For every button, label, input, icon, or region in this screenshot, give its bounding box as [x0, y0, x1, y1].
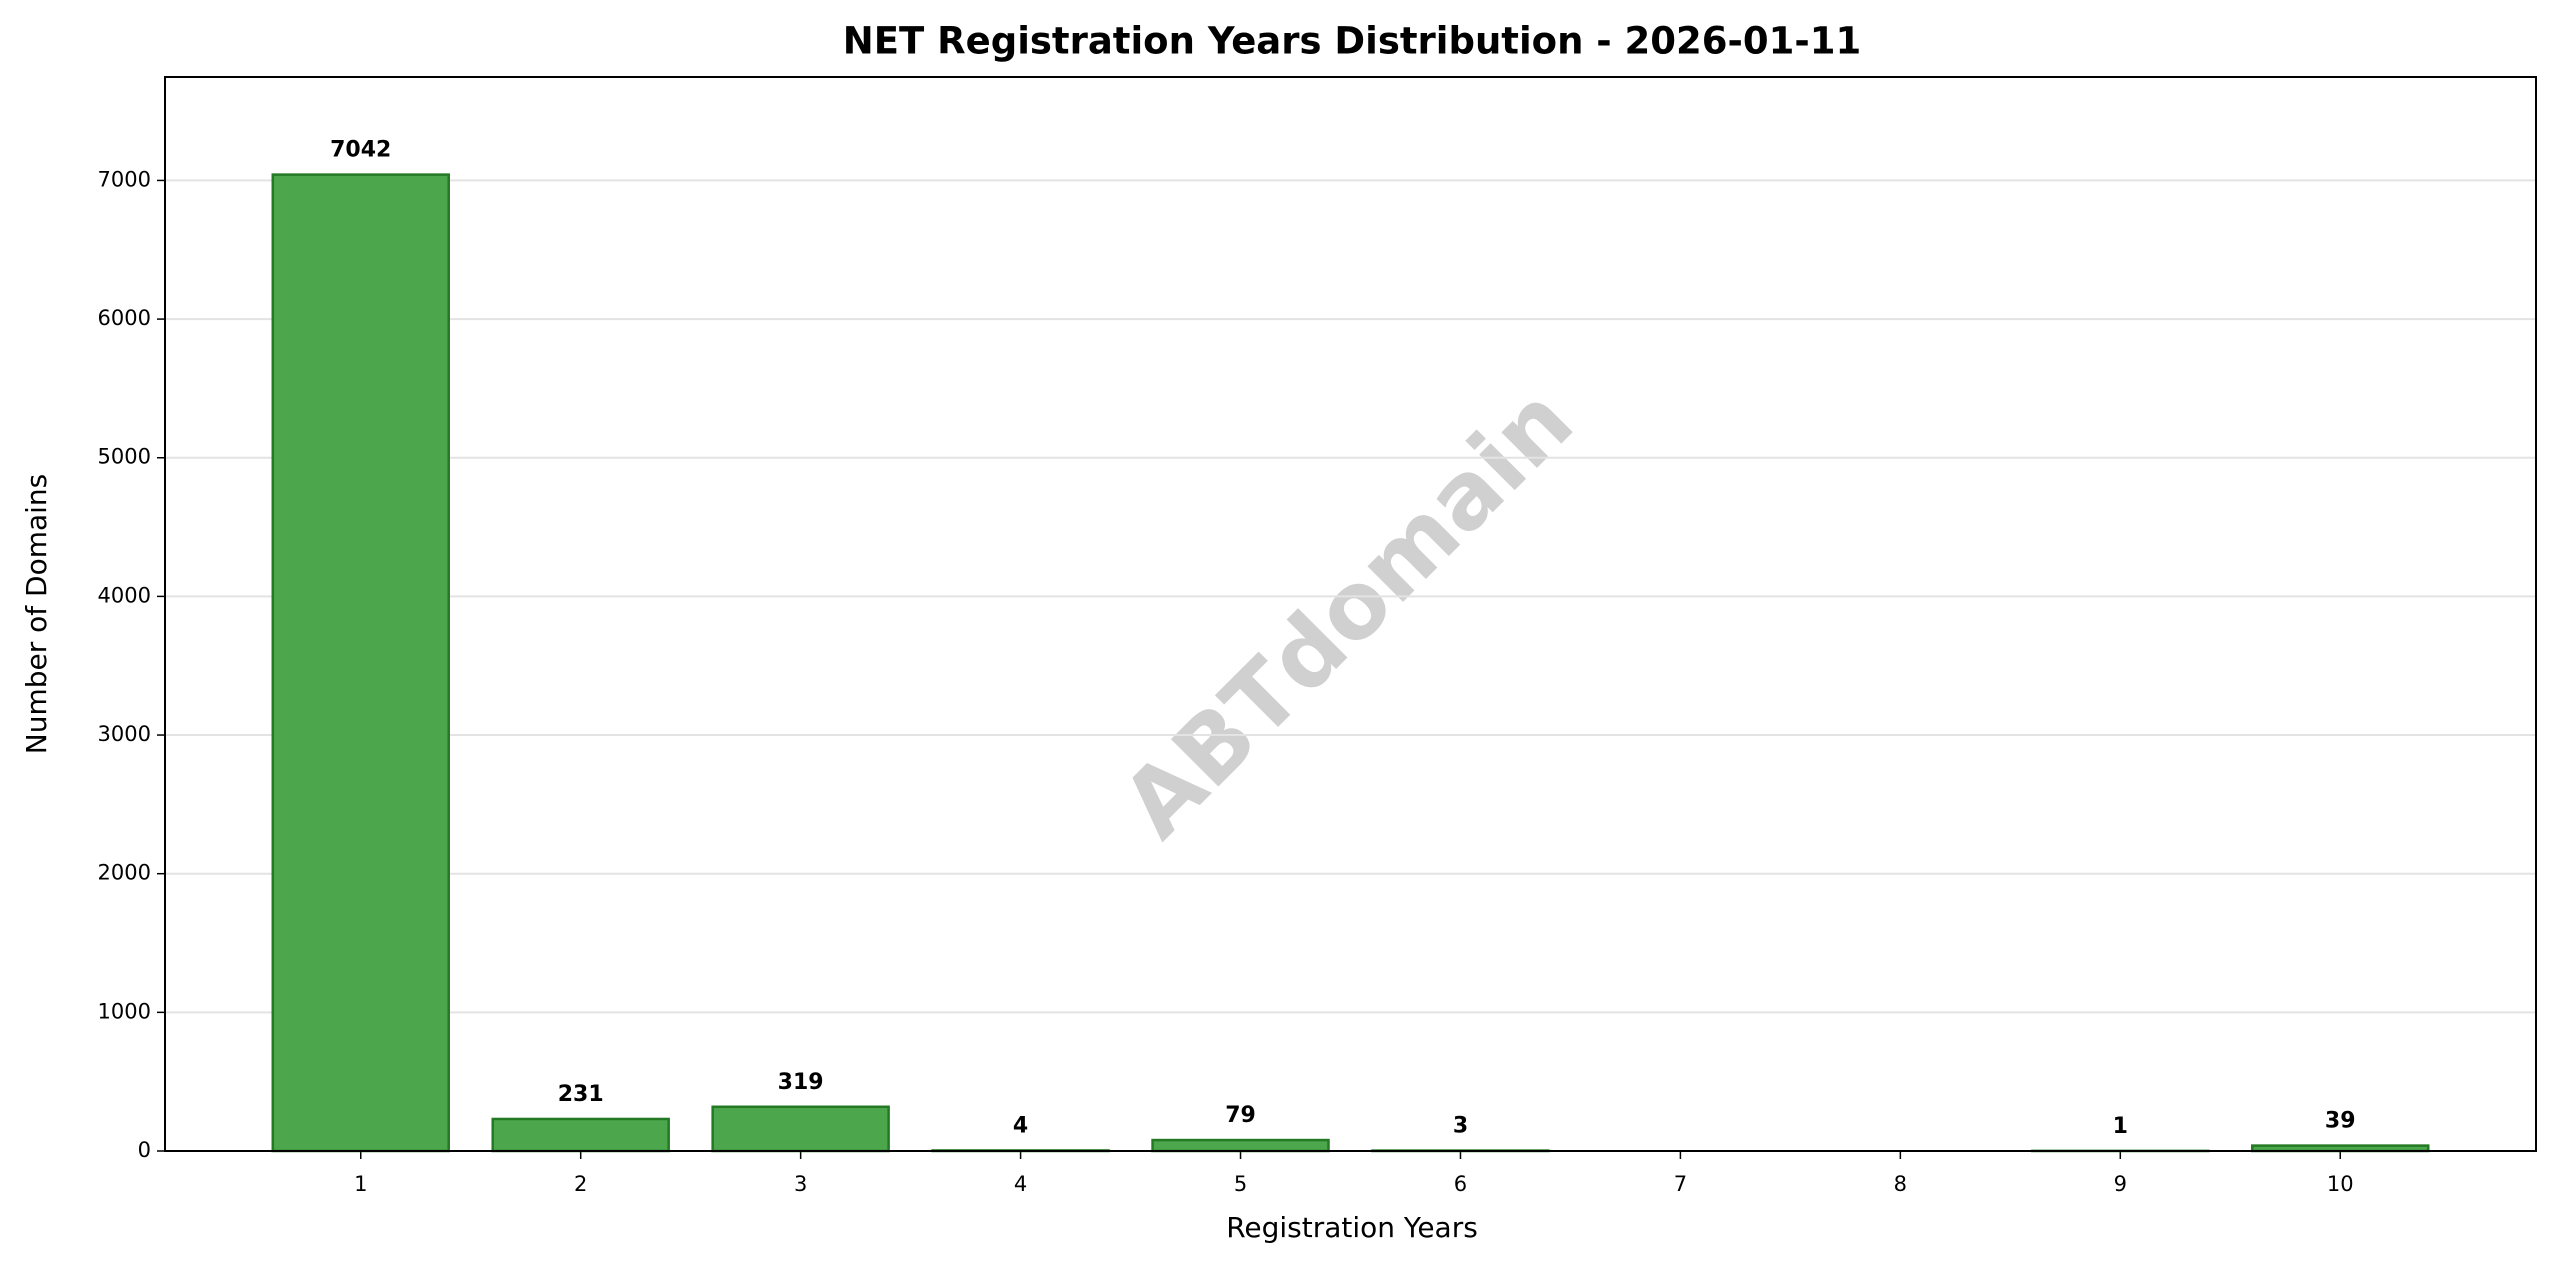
- x-tick-label: 6: [1454, 1172, 1467, 1196]
- value-label: 1: [2113, 1114, 2128, 1139]
- value-label: 319: [778, 1070, 824, 1095]
- y-tick-label: 2000: [98, 861, 151, 885]
- x-tick-label: 1: [354, 1172, 367, 1196]
- y-tick-label: 7000: [98, 167, 151, 191]
- value-label: 231: [558, 1082, 604, 1107]
- x-tick-label: 2: [574, 1172, 587, 1196]
- x-tick-label: 8: [1894, 1172, 1907, 1196]
- y-tick-label: 0: [138, 1138, 151, 1162]
- y-tick-label: 3000: [98, 722, 151, 746]
- y-tick-label: 4000: [98, 583, 151, 607]
- plot-frame: [164, 76, 2537, 1152]
- bar: [271, 173, 450, 1153]
- x-tick-label: 10: [2327, 1172, 2354, 1196]
- x-tick-label: 7: [1674, 1172, 1687, 1196]
- chart-title: NET Registration Years Distribution - 20…: [843, 20, 1861, 63]
- value-label: 4: [1013, 1113, 1028, 1138]
- y-axis-label: Number of Domains: [20, 474, 53, 755]
- value-label: 79: [1225, 1103, 1256, 1128]
- y-tick-label: 1000: [98, 999, 151, 1023]
- value-label: 39: [2325, 1109, 2356, 1134]
- y-tick-label: 5000: [98, 445, 151, 469]
- bar: [1151, 1138, 1330, 1153]
- x-tick-label: 3: [794, 1172, 807, 1196]
- bar: [491, 1117, 670, 1153]
- bar: [711, 1105, 890, 1153]
- x-axis-label: Registration Years: [1226, 1211, 1478, 1244]
- x-tick-label: 4: [1014, 1172, 1027, 1196]
- x-tick-label: 5: [1234, 1172, 1247, 1196]
- value-label: 7042: [330, 138, 391, 163]
- y-tick-label: 6000: [98, 306, 151, 330]
- value-label: 3: [1453, 1114, 1468, 1139]
- x-tick-label: 9: [2114, 1172, 2127, 1196]
